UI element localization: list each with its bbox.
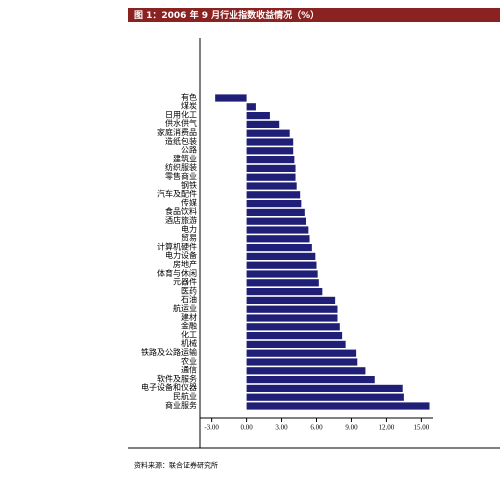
y-tick-label: 农业: [181, 356, 197, 366]
y-tick-label: 日用化工: [165, 109, 197, 119]
bar: [246, 393, 404, 401]
bar: [246, 226, 309, 234]
x-tick-label: 12.00: [379, 424, 395, 432]
y-tick-label: 房地产: [173, 259, 197, 269]
y-tick-label: 医药: [181, 285, 197, 295]
bar: [246, 164, 296, 172]
y-tick-label: 民航业: [173, 391, 197, 401]
bar: [246, 147, 294, 155]
x-tick-label: 0.00: [240, 424, 253, 432]
bar: [246, 200, 302, 208]
y-tick-label: 建筑业: [173, 153, 197, 163]
bar: [246, 288, 323, 296]
bar: [246, 402, 430, 410]
y-tick-label: 金融: [181, 321, 197, 331]
bar: [246, 323, 340, 331]
y-tick-label: 纺织服装: [165, 162, 197, 172]
y-tick-label: 计算机硬件: [157, 241, 197, 251]
y-tick-label: 铁路及公路运输: [141, 347, 197, 357]
y-tick-label: 元器件: [173, 277, 197, 287]
bar: [246, 279, 319, 287]
y-tick-label: 航运业: [173, 303, 197, 313]
y-tick-label: 电子设备和仪器: [141, 382, 197, 392]
bar: [246, 358, 358, 366]
bar: [246, 191, 301, 199]
bar: [246, 182, 297, 190]
bar: [246, 244, 312, 252]
bar: [246, 103, 256, 111]
y-tick-label: 传媒: [181, 197, 197, 207]
bar: [246, 376, 375, 384]
bar: [246, 112, 270, 120]
y-tick-label: 家庭消费品: [157, 127, 197, 137]
x-tick-label: -3.00: [204, 424, 219, 432]
bar: [246, 252, 316, 260]
y-tick-label: 通信: [181, 365, 197, 375]
y-tick-label: 钢铁: [181, 180, 197, 190]
bar: [246, 367, 366, 375]
y-tick-label: 有色: [181, 92, 197, 102]
bar: [246, 156, 295, 164]
y-tick-label: 造纸包装: [165, 136, 197, 146]
bar: [246, 208, 305, 216]
bar: [246, 349, 357, 357]
y-tick-label: 供水供气: [165, 118, 197, 128]
x-tick-label: 15.00: [413, 424, 429, 432]
bar: [246, 340, 346, 348]
bar: [246, 129, 290, 137]
bar: [246, 314, 338, 322]
source-note: 资料来源：联合证券研究所: [134, 461, 218, 470]
y-tick-label: 电力: [181, 224, 197, 234]
bar: [246, 120, 280, 128]
y-tick-label: 煤炭: [181, 101, 197, 111]
bar: [215, 94, 247, 102]
y-tick-label: 贸易: [181, 233, 197, 243]
title-bar: [128, 8, 500, 22]
y-tick-label: 化工: [181, 329, 197, 339]
bar: [246, 384, 403, 392]
y-tick-label: 建材: [181, 312, 197, 322]
y-tick-label: 体育与休闲: [157, 268, 197, 278]
y-tick-label: 软件及服务: [157, 373, 197, 383]
bar: [246, 217, 307, 225]
x-tick-label: 3.00: [275, 424, 288, 432]
chart-title: 图 1：2006 年 9 月行业指数收益情况（%）: [134, 9, 319, 21]
y-tick-label: 电力设备: [165, 250, 197, 260]
bar: [246, 332, 343, 340]
y-tick-label: 零售商业: [165, 171, 197, 181]
y-tick-label: 公路: [181, 145, 197, 155]
bar: [246, 296, 336, 304]
y-tick-label: 酒店旅游: [165, 215, 197, 225]
y-tick-label: 食品饮料: [165, 206, 197, 216]
bar: [246, 270, 318, 278]
x-tick-label: 6.00: [310, 424, 323, 432]
y-tick-label: 机械: [181, 338, 197, 348]
bar: [246, 305, 338, 313]
x-tick-label: 9.00: [345, 424, 358, 432]
bar: [246, 138, 294, 146]
y-tick-label: 汽车及配件: [157, 189, 197, 199]
bar: [246, 235, 310, 243]
y-tick-label: 商业服务: [165, 400, 197, 410]
bar: [246, 261, 317, 269]
y-tick-label: 石油: [181, 294, 197, 304]
bar: [246, 173, 296, 181]
